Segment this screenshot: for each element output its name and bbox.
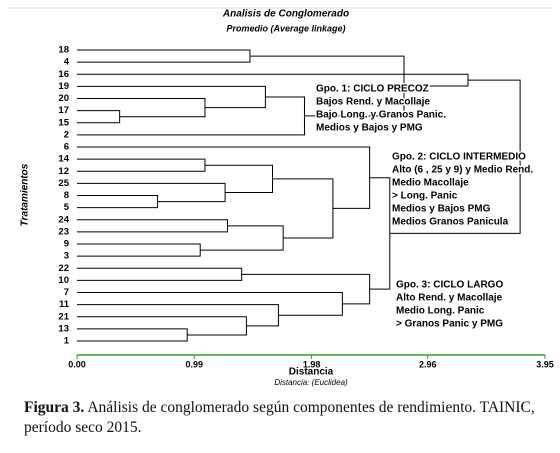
leaf-label: 4 — [64, 57, 70, 68]
dendrogram-link — [77, 146, 371, 209]
leaf-label: 20 — [58, 93, 69, 104]
dendrogram-link — [200, 225, 284, 251]
dendrogram-link — [77, 304, 279, 327]
dendrogram-link — [77, 316, 247, 336]
dendrogram-link — [369, 177, 391, 290]
leaf-label: 2 — [64, 129, 69, 140]
dendrogram-link — [77, 267, 243, 281]
annotation-line: Bajo Long. y Granos Panic. — [316, 110, 446, 121]
annotation-line: Medios y Bajos PMG — [392, 204, 491, 215]
dendrogram-link — [77, 85, 266, 109]
annotation-line: > Long. Panic — [392, 191, 458, 202]
leaf-label: 10 — [58, 275, 69, 286]
annotation-line: Gpo. 1: CICLO PRECOZ — [316, 84, 429, 95]
caption: Figura 3. Análisis de conglomerado según… — [24, 398, 554, 438]
x-tick-label: 3.95 — [536, 359, 554, 369]
leaf-label: 22 — [58, 263, 69, 274]
dendrogram-link — [77, 158, 206, 172]
annotation-line: Gpo. 2: CICLO INTERMEDIO — [392, 152, 526, 163]
dendrogram-link — [241, 273, 371, 305]
leaf-label: 11 — [59, 299, 70, 310]
leaf-label: 7 — [64, 287, 69, 298]
chart-subtitle: Promedio (Average linkage) — [226, 23, 345, 33]
annotation-line: Alto (6 , 25 y 9) y Medio Rend. — [392, 165, 533, 176]
annotation-line: Alto Rend. y Macollaje — [396, 293, 503, 304]
dendrogram-link — [272, 178, 334, 239]
leaf-label: 16 — [58, 69, 69, 80]
dendrogram-link — [77, 243, 201, 257]
leaf-label: 13 — [58, 323, 69, 334]
x-axis-label: Distancia — [289, 367, 334, 378]
leaf-label: 5 — [64, 202, 70, 213]
leaf-label: 25 — [58, 178, 69, 189]
leaf-label: 3 — [64, 251, 69, 262]
caption-text: Análisis de conglomerado según component… — [24, 399, 535, 436]
leaf-label: 14 — [58, 154, 69, 165]
leaf-label: 24 — [58, 214, 69, 225]
leaf-label: 6 — [64, 142, 69, 153]
dendrogram-link — [77, 96, 305, 136]
dendrogram-link — [389, 79, 521, 234]
leaf-label: 21 — [58, 311, 69, 322]
dendrogram-link — [77, 195, 159, 209]
dendrogram-link — [77, 73, 469, 87]
annotation-line: > Granos Panic y PMG — [396, 319, 503, 330]
chart-title: Analisis de Conglomerado — [222, 9, 349, 20]
dendrogram-link — [77, 49, 251, 63]
x-tick-label: 0.00 — [68, 359, 86, 369]
annotation-line: Medio Macollaje — [392, 178, 469, 189]
dendrogram-link — [77, 182, 226, 203]
x-tick-label: 1.98 — [303, 359, 321, 369]
leaf-label: 15 — [58, 117, 69, 128]
leaf-label: 12 — [58, 166, 69, 177]
annotation-line: Medio Long. Panic — [396, 306, 485, 317]
annotation-line: Gpo. 3: CICLO LARGO — [396, 280, 503, 291]
x-tick-label: 0.99 — [186, 359, 204, 369]
y-axis-label: Tratamientos — [20, 163, 31, 226]
annotation-line: Bajos Rend. y Macollaje — [316, 97, 430, 108]
leaf-label: 18 — [58, 45, 69, 56]
chart: Analisis de Conglomerado Promedio (Avera… — [8, 7, 554, 387]
caption-label: Figura 3. — [24, 399, 85, 416]
leaf-label: 17 — [58, 105, 69, 116]
leaf-label: 23 — [58, 226, 69, 237]
dendrogram-link — [77, 292, 343, 316]
dendrogram-link — [204, 164, 273, 193]
leaf-label: 8 — [64, 190, 69, 201]
annotation-line: Medios Granos Panicula — [392, 217, 509, 228]
leaf-label: 19 — [58, 81, 69, 92]
annotation-line: Medios y Bajos y PMG — [316, 123, 423, 134]
leaf-label: 9 — [64, 239, 69, 250]
x-tick-label: 2.96 — [419, 359, 437, 369]
x-axis-sublabel: Distancia: (Euclidea) — [274, 378, 348, 387]
dendrogram-link — [77, 98, 206, 118]
dendrogram-link — [77, 219, 228, 233]
leaf-label: 1 — [64, 336, 70, 347]
dendrogram-link — [77, 328, 188, 342]
dendrogram-link — [77, 110, 121, 124]
